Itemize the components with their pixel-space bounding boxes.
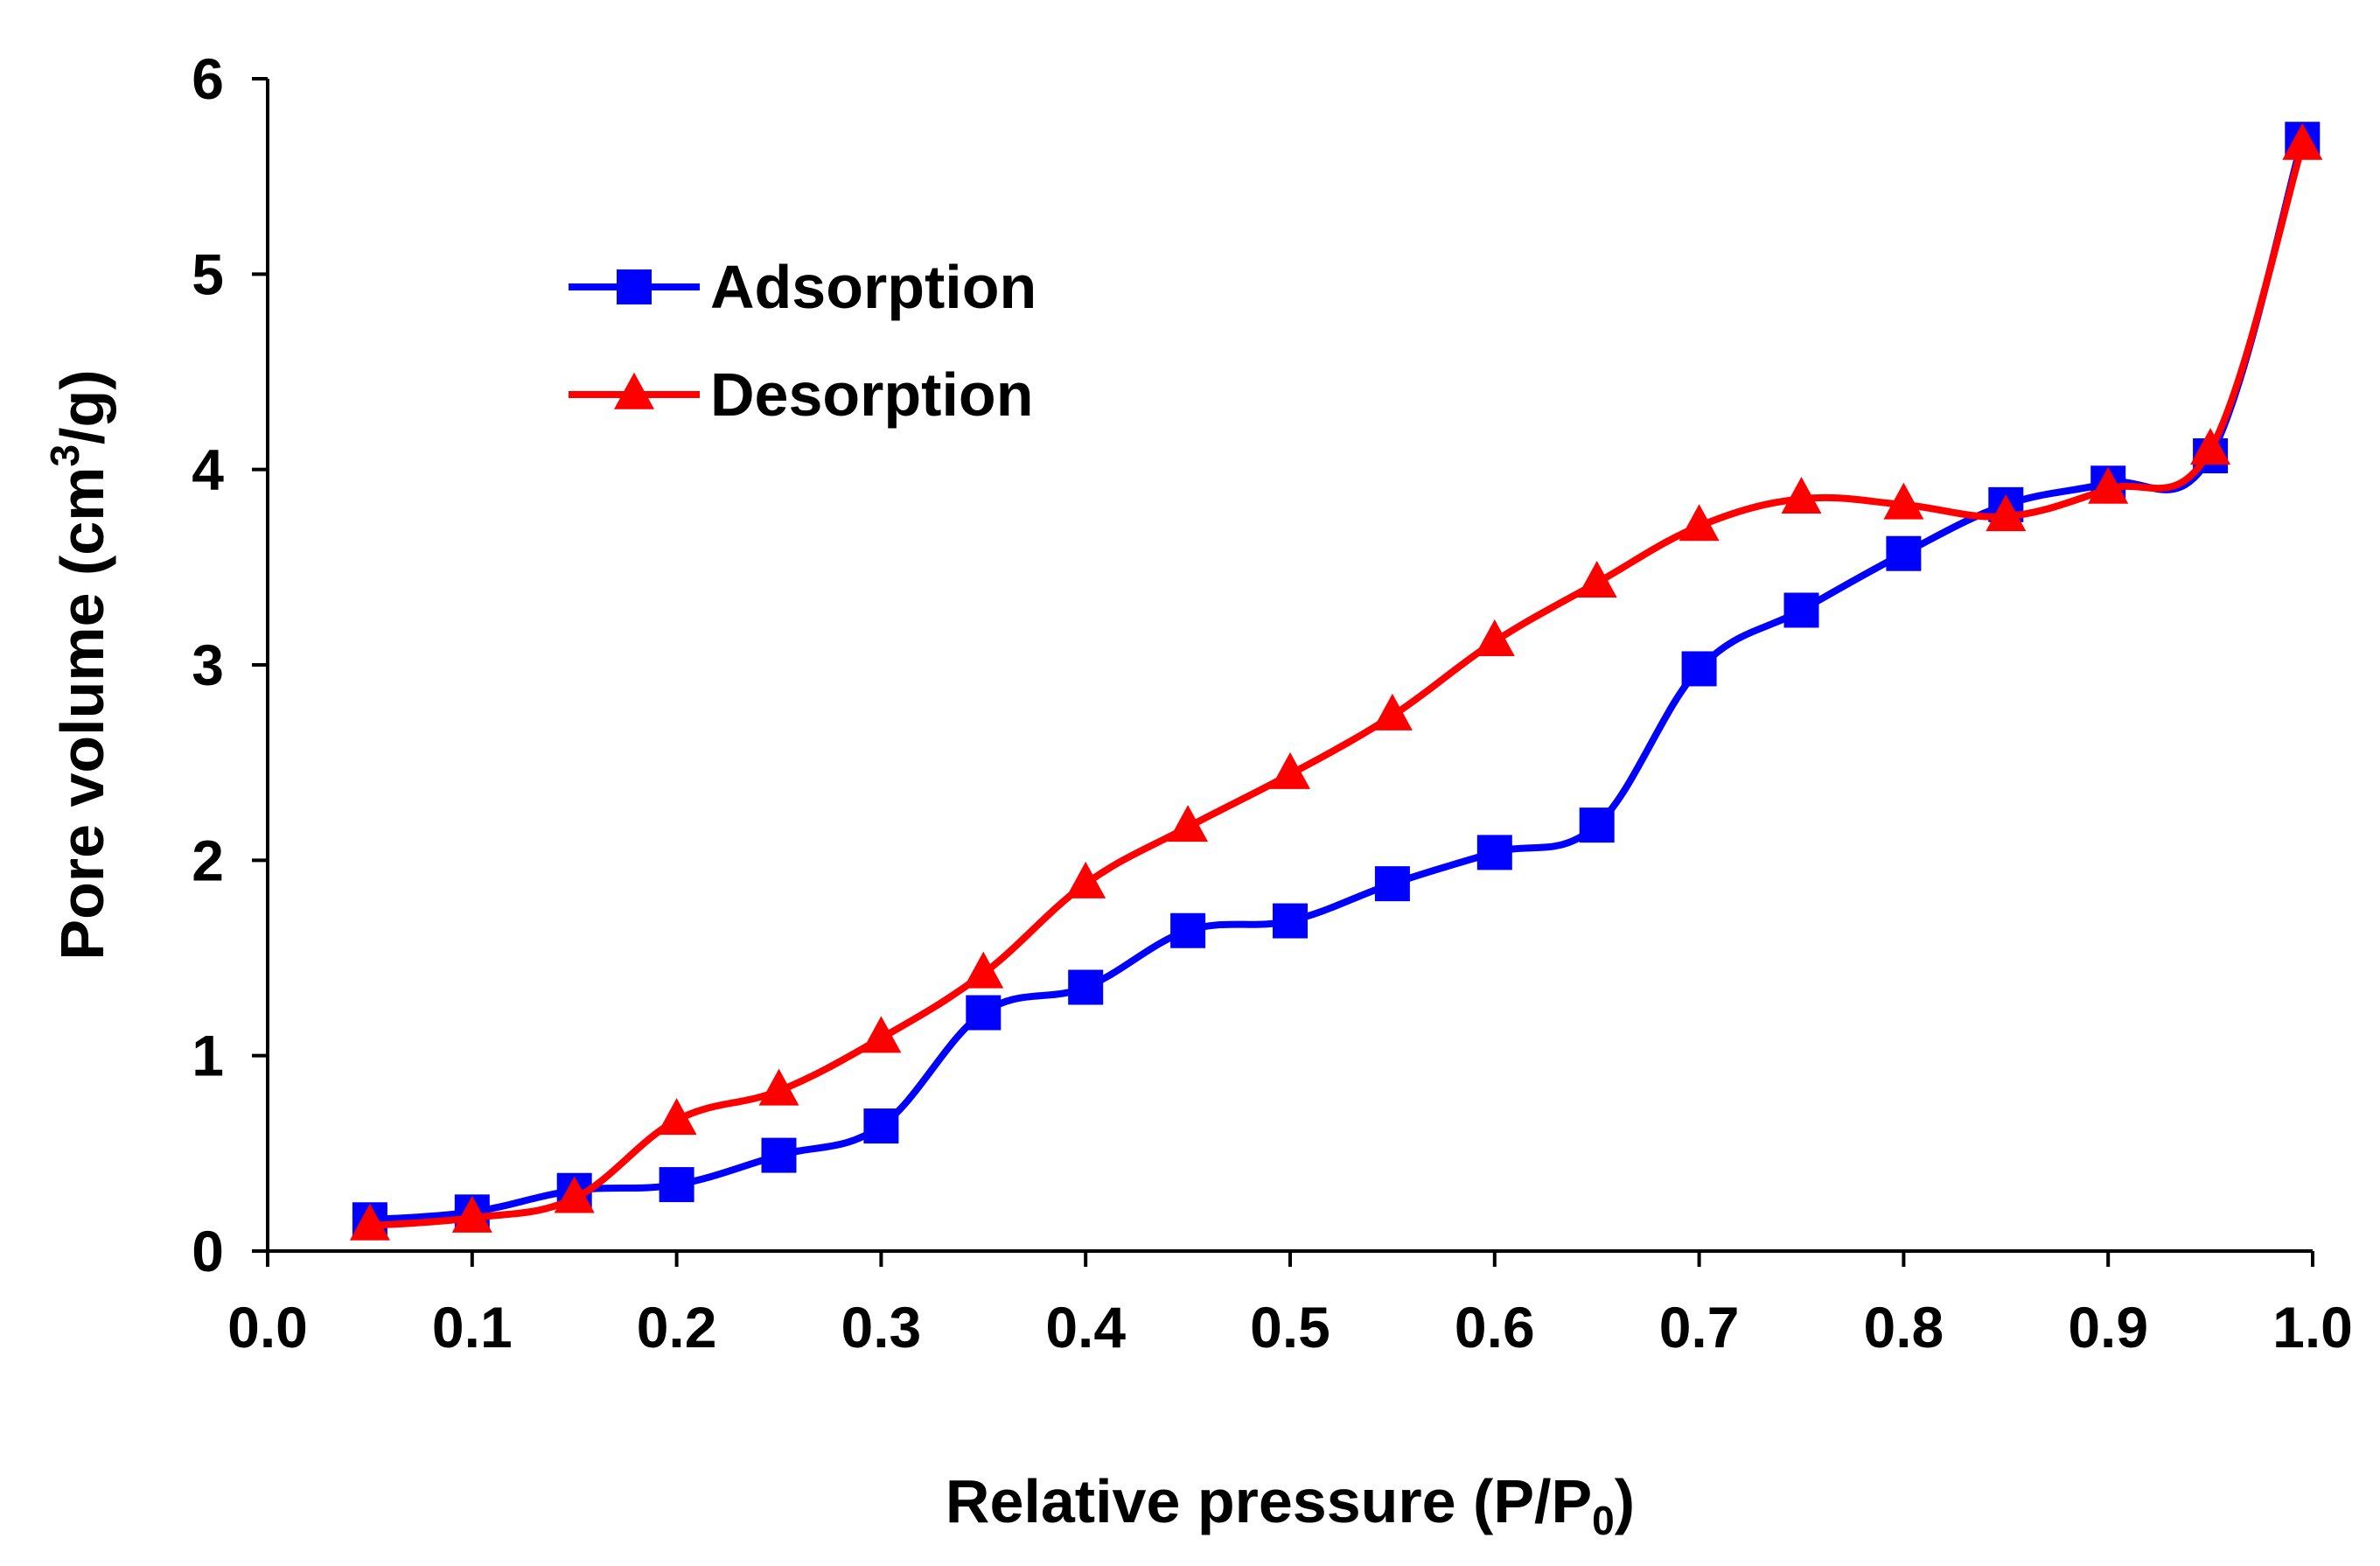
x-tick-label: 1.0 bbox=[2272, 1295, 2353, 1360]
x-axis-title-end: ) bbox=[1615, 1467, 1635, 1535]
x-tick-label: 0.3 bbox=[841, 1295, 922, 1360]
data-point-desorption bbox=[1168, 805, 1209, 842]
legend-marker-adsorption bbox=[617, 269, 652, 304]
y-axis-title: Pore volume (cm3/g) bbox=[42, 369, 116, 960]
data-point-adsorption bbox=[1170, 912, 1206, 948]
x-tick-label: 0.6 bbox=[1455, 1295, 1535, 1360]
y-axis-title-main: Pore volume (cm bbox=[48, 467, 116, 961]
x-tick-label: 0.2 bbox=[637, 1295, 717, 1360]
data-point-adsorption bbox=[1783, 592, 1819, 628]
data-point-adsorption bbox=[1579, 807, 1615, 843]
legend-marker-desorption bbox=[614, 372, 654, 409]
data-point-adsorption bbox=[1886, 535, 1922, 571]
legend-item-desorption: Desorption bbox=[569, 360, 1033, 429]
legend: Adsorption Desorption bbox=[569, 253, 1036, 429]
data-point-desorption bbox=[1781, 476, 1822, 514]
data-point-adsorption bbox=[1273, 903, 1308, 939]
x-axis-title-subscript: 0 bbox=[1592, 1498, 1615, 1543]
y-tick-label: 1 bbox=[192, 1024, 224, 1088]
data-point-desorption bbox=[1065, 861, 1106, 898]
legend-label-desorption: Desorption bbox=[710, 360, 1033, 429]
data-point-desorption bbox=[2282, 122, 2323, 160]
x-tick-label: 0.8 bbox=[1864, 1295, 1944, 1360]
data-point-desorption bbox=[1883, 482, 1924, 520]
series-desorption bbox=[349, 122, 2323, 1241]
x-tick-label: 0.1 bbox=[432, 1295, 513, 1360]
data-point-adsorption bbox=[863, 1108, 899, 1144]
axes: 0.0 0.1 0.2 0.3 0.4 0.5 0.6 0.7 0.8 0.9 1.0 0 1 2 3 4 5… bbox=[192, 46, 2353, 1360]
data-point-desorption bbox=[2190, 428, 2231, 465]
data-point-desorption bbox=[1986, 494, 2027, 532]
x-tick-label: 0.5 bbox=[1250, 1295, 1330, 1360]
series-line-adsorption bbox=[369, 138, 2307, 1224]
data-point-desorption bbox=[1371, 693, 1413, 731]
y-tick-label: 3 bbox=[192, 633, 224, 697]
y-axis-title-superscript: 3 bbox=[42, 444, 87, 467]
data-point-desorption bbox=[554, 1176, 595, 1213]
y-tick-label: 2 bbox=[192, 828, 224, 892]
x-ticks: 0.0 0.1 0.2 0.3 0.4 0.5 0.6 0.7 0.8 0.9 1.0 bbox=[227, 1251, 2353, 1360]
data-point-adsorption bbox=[966, 995, 1002, 1031]
x-axis-title-main: Relative pressure (P/P bbox=[946, 1467, 1592, 1535]
data-point-adsorption bbox=[659, 1167, 694, 1203]
x-tick-label: 0.0 bbox=[227, 1295, 308, 1360]
data-point-adsorption bbox=[1681, 651, 1717, 687]
y-tick-label: 4 bbox=[192, 437, 224, 502]
y-tick-label: 6 bbox=[192, 46, 224, 111]
series-layer bbox=[349, 122, 2323, 1241]
data-point-adsorption bbox=[1476, 835, 1512, 870]
data-point-desorption bbox=[758, 1068, 799, 1106]
data-point-desorption bbox=[1576, 561, 1617, 598]
data-point-adsorption bbox=[761, 1137, 797, 1173]
data-point-desorption bbox=[656, 1098, 697, 1136]
legend-item-adsorption: Adsorption bbox=[569, 253, 1036, 321]
data-point-desorption bbox=[451, 1195, 492, 1233]
data-point-desorption bbox=[349, 1203, 390, 1241]
data-point-adsorption bbox=[1374, 866, 1410, 902]
y-tick-label: 5 bbox=[192, 241, 224, 306]
data-point-desorption bbox=[861, 1016, 902, 1053]
y-axis-title-end: /g) bbox=[48, 369, 116, 444]
data-point-desorption bbox=[1679, 504, 1720, 542]
data-point-desorption bbox=[1270, 752, 1310, 789]
x-tick-label: 0.4 bbox=[1045, 1295, 1126, 1360]
x-tick-label: 0.7 bbox=[1659, 1295, 1740, 1360]
series-line-desorption bbox=[369, 143, 2307, 1229]
data-point-desorption bbox=[963, 951, 1004, 989]
data-point-desorption bbox=[1474, 619, 1515, 656]
x-tick-label: 0.9 bbox=[2068, 1295, 2148, 1360]
legend-label-adsorption: Adsorption bbox=[710, 253, 1036, 321]
y-ticks: 0 1 2 3 4 5 6 bbox=[192, 46, 268, 1283]
data-point-adsorption bbox=[1068, 969, 1104, 1005]
y-tick-label: 0 bbox=[192, 1219, 224, 1283]
data-point-desorption bbox=[2088, 466, 2129, 504]
x-axis-title: Relative pressure (P/P0) bbox=[946, 1467, 1635, 1543]
